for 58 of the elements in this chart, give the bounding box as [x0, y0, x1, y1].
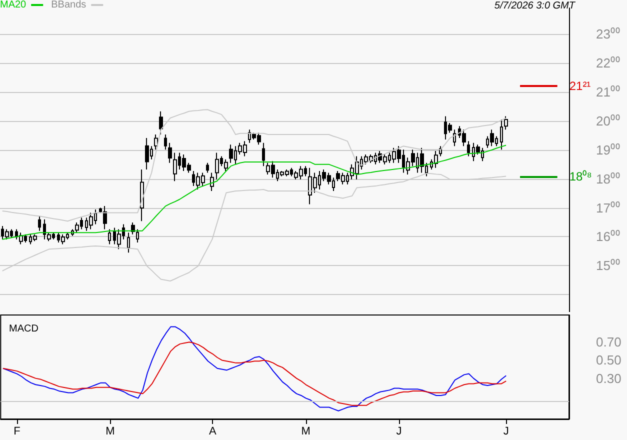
candlestick [500, 118, 503, 150]
candlestick [229, 144, 233, 164]
y-tick-label: 15⁰⁰ [596, 258, 620, 274]
y-tick-label: 16⁰⁰ [596, 229, 620, 244]
candlestick [224, 158, 228, 172]
y-tick-label: 22⁰⁰ [596, 56, 620, 71]
candlestick [127, 232, 130, 254]
candlestick [215, 152, 219, 180]
candlestick [89, 212, 93, 230]
x-tick-label: J [396, 426, 402, 438]
y-tick-label: 21⁰⁰ [596, 84, 620, 100]
candlestick [103, 206, 107, 230]
candlestick [159, 110, 163, 136]
candlestick [168, 142, 172, 164]
x-tick-label: M [106, 426, 115, 438]
candlestick [5, 228, 9, 240]
candlestick [490, 129, 494, 147]
candlestick [108, 228, 111, 245]
ref-line-label: 21²¹ [569, 78, 591, 93]
y-tick-label: 0.70 [596, 334, 622, 350]
ref-line-label: 18⁰⁸ [569, 170, 592, 184]
y-tick-label: 0.50 [596, 352, 622, 368]
candlestick [136, 228, 139, 244]
candlestick [33, 234, 37, 242]
candlestick [61, 234, 65, 245]
x-tick-label: F [14, 426, 21, 438]
candlestick [206, 162, 209, 174]
candlestick [145, 137, 149, 170]
x-tick-label: A [208, 426, 217, 438]
y-tick-label: 20⁰⁰ [596, 113, 620, 128]
line-series [2, 144, 507, 240]
candlestick [504, 116, 508, 130]
y-tick-label: 19⁰⁰ [596, 142, 620, 158]
legend-label: BBands [51, 0, 86, 10]
candlestick [164, 134, 167, 150]
candlestick [117, 228, 121, 250]
x-tick-label: J [503, 426, 509, 438]
candlestick [38, 216, 41, 232]
y-tick-label: 18⁰⁰ [596, 171, 620, 186]
candlestick [467, 140, 470, 157]
candlestick [434, 150, 438, 168]
candlestick [173, 152, 177, 182]
candlestick [210, 172, 214, 192]
candlestick [453, 129, 456, 147]
candlestick [462, 129, 466, 147]
y-tick-label: 23⁰⁰ [596, 26, 620, 42]
x-tick-label: M [301, 426, 310, 438]
text: MACD [9, 324, 38, 334]
line-series [2, 342, 507, 406]
candlestick [262, 142, 265, 167]
line-series [2, 326, 507, 412]
candlestick [140, 169, 144, 222]
legend-label: MA20 [0, 0, 27, 10]
annotation: 5/7/2026 3:0 GMT [494, 0, 576, 12]
y-tick-label: 17⁰⁰ [596, 200, 620, 216]
candlestick [154, 134, 158, 150]
y-tick-label: 0.30 [596, 370, 622, 386]
candlestick [420, 147, 424, 174]
